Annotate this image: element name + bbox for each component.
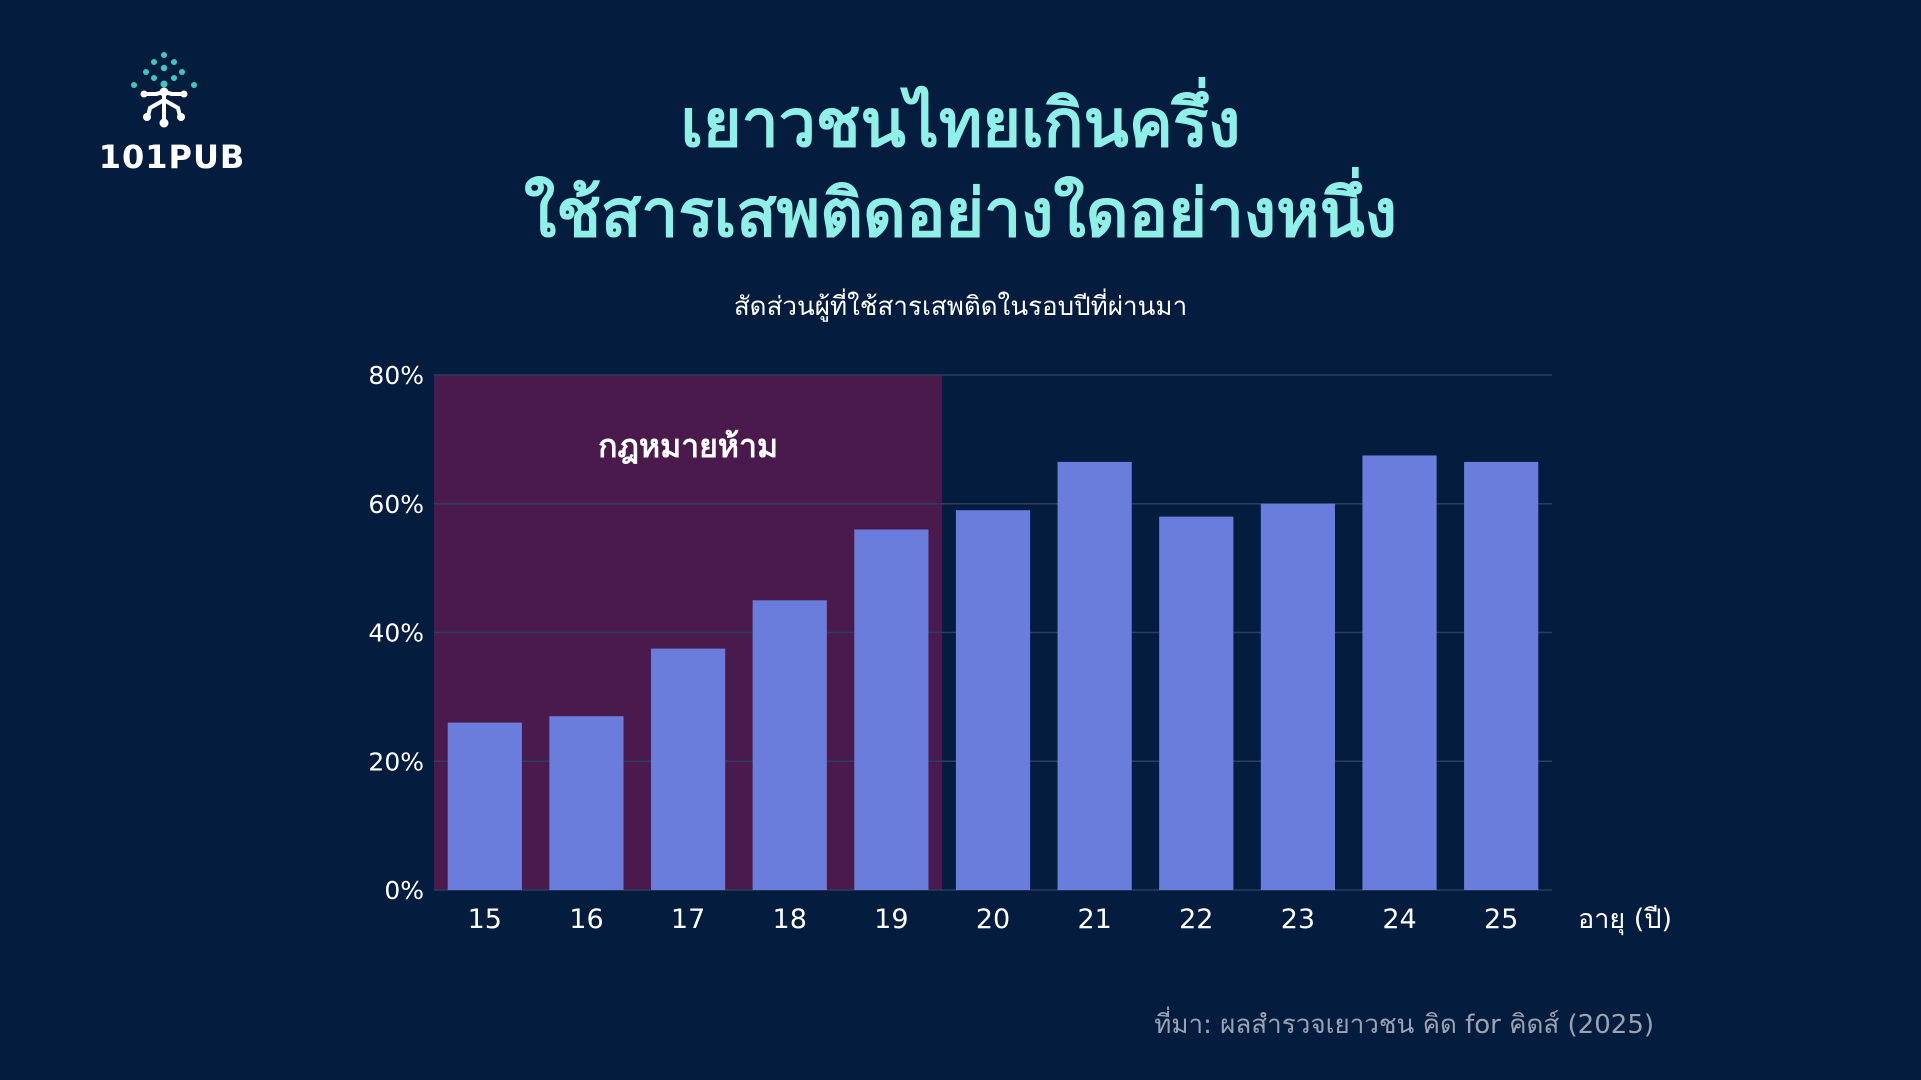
x-tick-label: 17 (671, 904, 705, 935)
x-tick-label: 24 (1382, 904, 1416, 935)
y-tick-label: 80% (368, 361, 424, 390)
logo-text: 101PUB (98, 138, 246, 176)
x-tick-label: 19 (874, 904, 908, 935)
x-tick-label: 21 (1077, 904, 1111, 935)
x-tick-label: 25 (1484, 904, 1518, 935)
x-tick-label: 15 (468, 904, 502, 935)
bar (650, 648, 726, 890)
source-note: ที่มา: ผลสำรวจเยาวชน คิด for คิดส์ (2025… (1154, 1010, 1654, 1040)
logo: 101PUB (90, 50, 250, 176)
bar (1057, 461, 1132, 890)
title-line-1: เยาวชนไทยเกินครึ่ง (680, 85, 1241, 162)
bar (447, 722, 522, 890)
x-tick-label: 20 (976, 904, 1010, 935)
x-tick-label: 16 (569, 904, 603, 935)
bar (1362, 455, 1437, 890)
y-tick-label: 40% (368, 619, 424, 648)
bar (1464, 461, 1539, 890)
bar (854, 529, 929, 890)
y-tick-label: 0% (384, 876, 424, 905)
bar (1260, 503, 1336, 890)
highlight-region-label: กฎหมายห้าม (598, 427, 778, 465)
bar (752, 600, 827, 890)
chart-subtitle: สัดส่วนผู้ที่ใช้สารเสพติดในรอบปีที่ผ่านม… (733, 292, 1188, 322)
x-tick-label: 18 (773, 904, 807, 935)
title-line-2: ใช้สารเสพติดอย่างใดอย่างหนึ่ง (523, 175, 1398, 252)
bar (549, 716, 624, 890)
101pub-logo-icon (131, 52, 197, 128)
x-axis-label: อายุ (ปี) (1578, 904, 1672, 936)
y-tick-label: 20% (368, 747, 424, 776)
bar (955, 510, 1031, 890)
x-tick-label: 23 (1281, 904, 1315, 935)
bar (1159, 516, 1234, 890)
x-tick-label: 22 (1179, 904, 1213, 935)
y-tick-label: 60% (368, 490, 424, 519)
